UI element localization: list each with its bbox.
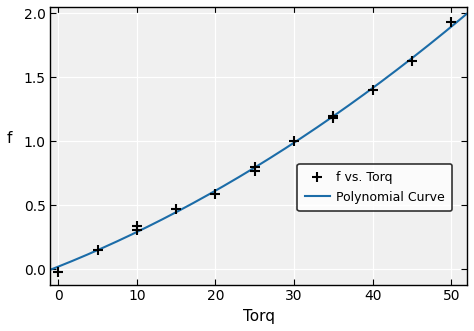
Polynomial Curve <box>227 181 232 185</box>
f vs. Torq <box>134 228 140 232</box>
f vs. Torq <box>173 207 179 211</box>
Polynomial Curve <box>40 271 46 275</box>
f vs. Torq <box>55 270 61 274</box>
Polynomial Curve <box>464 12 470 16</box>
f vs. Torq <box>448 20 454 24</box>
Line: Polynomial Curve: Polynomial Curve <box>43 14 467 273</box>
f vs. Torq <box>95 248 100 252</box>
f vs. Torq <box>213 192 219 196</box>
Line: f vs. Torq: f vs. Torq <box>54 18 456 277</box>
f vs. Torq <box>330 116 336 120</box>
X-axis label: Torq: Torq <box>243 309 275 324</box>
Polynomial Curve <box>371 85 376 89</box>
f vs. Torq <box>134 224 140 228</box>
f vs. Torq <box>291 139 297 143</box>
Polynomial Curve <box>331 114 337 118</box>
f vs. Torq <box>252 165 258 169</box>
f vs. Torq <box>409 59 415 63</box>
Legend: f vs. Torq, Polynomial Curve: f vs. Torq, Polynomial Curve <box>298 164 453 211</box>
f vs. Torq <box>330 114 336 118</box>
Polynomial Curve <box>378 80 384 84</box>
Polynomial Curve <box>211 189 217 193</box>
f vs. Torq <box>252 169 258 173</box>
f vs. Torq <box>370 88 375 92</box>
Y-axis label: f: f <box>7 131 12 146</box>
Polynomial Curve <box>83 253 89 257</box>
